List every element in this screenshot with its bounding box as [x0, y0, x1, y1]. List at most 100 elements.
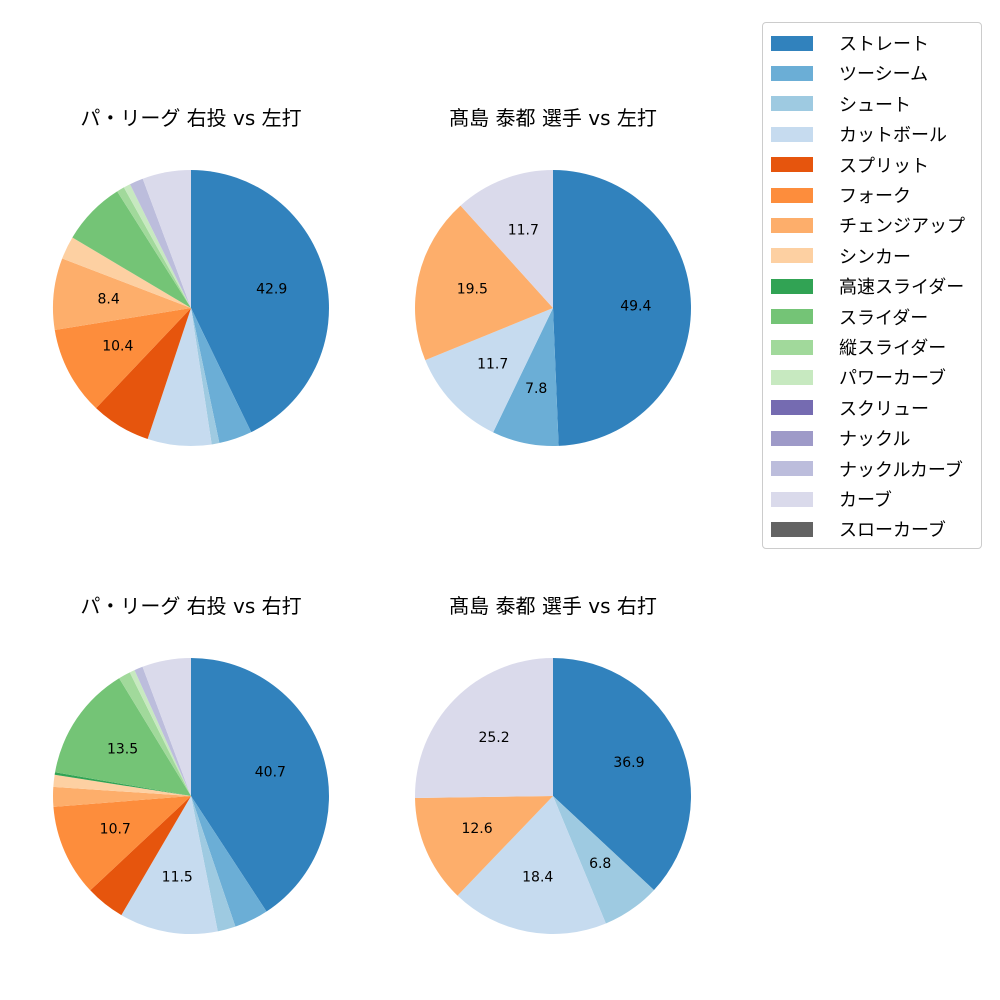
- pie-chart: 42.9 10.4 8.4: [52, 170, 329, 446]
- legend-swatch: [771, 35, 813, 51]
- legend-item: スクリュー: [771, 396, 929, 420]
- legend-item: カーブ: [771, 487, 892, 511]
- slice-value-label: 7.8: [525, 381, 547, 397]
- legend-label: 高速スライダー: [839, 277, 965, 299]
- legend-item: ストレート: [771, 31, 929, 55]
- pie-slice: [55, 678, 191, 796]
- slice-value-label: 12.6: [461, 821, 492, 837]
- pie-slice: [117, 187, 191, 308]
- legend-label: ナックルカーブ: [839, 459, 963, 481]
- pie-slice: [54, 772, 191, 796]
- pie-chart: 49.4 7.8 11.7 19.5 11.7: [415, 170, 692, 446]
- pie-slice: [493, 308, 559, 446]
- pie-slice: [123, 184, 191, 308]
- pie-panel-league-vs-left: パ・リーグ 右投 vs 左打 42.9 10.4 8.4: [21, 100, 361, 500]
- slice-value-label: 19.5: [457, 282, 488, 298]
- legend-item: 高速スライダー: [771, 274, 964, 298]
- legend-swatch: [771, 65, 813, 81]
- legend-swatch: [771, 217, 813, 233]
- pie-slice: [142, 658, 191, 796]
- pie-slice: [52, 258, 191, 330]
- legend-item: シンカー: [771, 244, 911, 268]
- pie-slice: [53, 786, 192, 807]
- pie-chart: 36.9 6.8 18.4 12.6 25.2: [415, 658, 691, 934]
- legend-swatch: [771, 96, 813, 112]
- pie-slice: [147, 308, 212, 446]
- legend-swatch: [771, 339, 813, 355]
- slice-value-label: 11.5: [162, 870, 193, 886]
- slice-value-label: 6.8: [589, 856, 611, 872]
- pie-slice: [415, 796, 553, 896]
- legend-swatch: [771, 430, 813, 446]
- legend-item: カットボール: [771, 122, 947, 146]
- pie-slice: [134, 666, 191, 796]
- legend-item: スプリット: [771, 153, 929, 177]
- pie-slice: [53, 774, 191, 796]
- pie-slice: [62, 237, 191, 308]
- pie-slice: [142, 170, 191, 308]
- slice-value-label: 10.7: [100, 821, 131, 837]
- legend-swatch: [771, 309, 813, 325]
- legend-swatch: [771, 400, 813, 416]
- pie-slice: [191, 308, 220, 445]
- chart-title: パ・リーグ 右投 vs 右打: [80, 594, 302, 618]
- legend-swatch: [771, 157, 813, 173]
- pie-slice: [191, 796, 236, 932]
- legend-label: カーブ: [839, 490, 892, 511]
- legend-item: ツーシーム: [771, 61, 928, 85]
- legend-label: 縦スライダー: [839, 338, 947, 359]
- pie-slice: [415, 205, 553, 361]
- pie-slice: [460, 170, 553, 308]
- legend-label: シンカー: [839, 246, 911, 268]
- chart-title: 髙島 泰都 選手 vs 左打: [449, 106, 657, 130]
- pie-slice: [119, 672, 191, 796]
- slice-value-label: 42.9: [256, 281, 287, 297]
- legend-swatch: [771, 278, 813, 294]
- pie-slice: [191, 796, 267, 927]
- legend-label: シュート: [839, 94, 911, 116]
- pie-slice: [53, 796, 192, 891]
- legend-swatch: [771, 126, 813, 142]
- legend-label: スプリット: [839, 155, 929, 177]
- pie-slice: [129, 670, 191, 796]
- legend-label: スクリュー: [839, 398, 929, 420]
- pie-slice: [191, 308, 252, 444]
- slice-value-label: 36.9: [613, 755, 644, 771]
- legend-label: ツーシーム: [839, 64, 929, 86]
- pie-slice: [130, 178, 191, 308]
- legend-label: チェンジアップ: [839, 216, 965, 238]
- pie-slice: [72, 191, 191, 308]
- legend-item: ナックルカーブ: [771, 457, 963, 481]
- pie-slice: [457, 796, 606, 934]
- legend-swatch: [771, 461, 813, 477]
- pie-slice: [90, 796, 191, 916]
- pie-slice: [415, 658, 553, 798]
- legend-item: パワーカーブ: [771, 365, 946, 389]
- legend-swatch: [771, 248, 813, 264]
- legend-item: スローカーブ: [771, 517, 946, 541]
- legend-label: パワーカーブ: [839, 368, 946, 390]
- pie-slice: [553, 170, 692, 446]
- pie-slice: [54, 308, 191, 409]
- pie-slice: [121, 796, 218, 934]
- slice-value-label: 11.7: [508, 223, 539, 239]
- pie-slice: [425, 308, 553, 433]
- legend-swatch: [771, 187, 813, 203]
- slice-value-label: 49.4: [620, 298, 651, 314]
- pie-slice: [96, 308, 191, 440]
- pie-panel-takashima-vs-left: 髙島 泰都 選手 vs 左打 49.4 7.8 11.7 19.5 11.7: [383, 100, 723, 500]
- legend-label: ナックル: [839, 429, 911, 451]
- legend-swatch: [771, 369, 813, 385]
- legend-item: シュート: [771, 92, 911, 116]
- legend-swatch: [771, 521, 813, 537]
- slice-value-label: 40.7: [255, 764, 286, 780]
- slice-value-label: 11.7: [477, 357, 508, 373]
- legend-item: フォーク: [771, 183, 911, 207]
- legend-item: ナックル: [771, 426, 910, 450]
- legend-item: 縦スライダー: [771, 335, 946, 359]
- pie-slice: [553, 658, 691, 891]
- legend-label: スライダー: [839, 307, 929, 329]
- pie-panel-league-vs-right: パ・リーグ 右投 vs 右打 40.7 11.5 10.7 13.5: [21, 588, 361, 988]
- slice-value-label: 8.4: [98, 291, 120, 307]
- legend-label: フォーク: [839, 186, 911, 207]
